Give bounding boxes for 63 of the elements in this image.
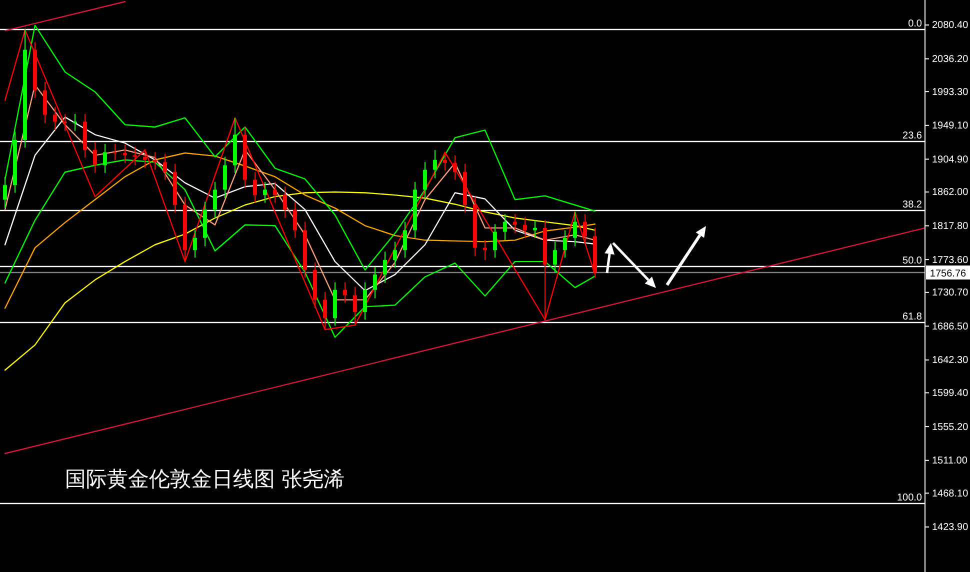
annotation: 100.0 xyxy=(896,492,922,504)
candlestick xyxy=(353,286,357,326)
candlestick xyxy=(163,153,167,180)
candlestick xyxy=(553,241,557,274)
candlestick xyxy=(93,142,97,174)
candlestick xyxy=(373,266,377,299)
candlestick xyxy=(73,114,77,132)
y-tick-label: 1904.90 xyxy=(932,154,969,166)
text: 国际黄金伦敦金日线图 张尧浠 xyxy=(65,467,345,491)
candlestick xyxy=(423,162,427,199)
ref-line-label: 1756.76 xyxy=(930,268,967,280)
candlestick xyxy=(443,152,447,172)
y-tick-label: 1599.40 xyxy=(932,388,969,399)
y-tick-label: 1862.00 xyxy=(932,187,969,198)
y-tick-label: 1730.70 xyxy=(932,288,969,299)
y-tick-label: 1817.80 xyxy=(932,220,969,232)
line-series xyxy=(4,191,596,371)
y-tick-label: 1511.00 xyxy=(932,456,968,467)
candlestick xyxy=(523,216,527,238)
candlestick xyxy=(273,182,277,204)
y-tick-label: 1642.30 xyxy=(932,355,969,366)
candlestick xyxy=(503,214,507,241)
y-tick-label: 1468.10 xyxy=(932,488,969,500)
annotation: 38.2 xyxy=(902,200,922,210)
y-tick-label: 1993.30 xyxy=(932,86,969,98)
candlestick xyxy=(513,214,517,234)
y-tick-label: 2036.20 xyxy=(932,54,969,65)
y-tick-label: 1773.60 xyxy=(932,254,969,266)
candlestick xyxy=(193,230,197,258)
y-tick-label: 2080.40 xyxy=(932,20,969,32)
line-series xyxy=(4,29,596,330)
candlestick xyxy=(563,230,567,258)
candlestick xyxy=(393,241,397,268)
candlestick xyxy=(493,224,497,258)
candlestick xyxy=(53,106,57,131)
candlestick xyxy=(213,182,217,218)
candlestick xyxy=(433,149,437,179)
y-tick-label: 1423.90 xyxy=(932,522,969,534)
y-tick-label: 1949.10 xyxy=(932,120,969,132)
candlestick xyxy=(453,154,457,180)
annotation: 23.6 xyxy=(902,130,922,142)
y-tick-label: 1686.50 xyxy=(932,321,969,332)
annotation: 61.8 xyxy=(902,312,922,322)
candlestick xyxy=(383,251,387,284)
candlestick xyxy=(133,146,137,166)
candlestick xyxy=(123,144,127,164)
candlestick xyxy=(583,214,587,244)
y-tick-label: 1555.20 xyxy=(932,422,969,433)
candlestick xyxy=(253,172,257,204)
annotation: 0.0 xyxy=(908,18,922,30)
candlestick xyxy=(143,148,147,169)
candlestick xyxy=(283,186,287,218)
line-series xyxy=(4,24,596,271)
line-series xyxy=(4,152,596,309)
candlestick xyxy=(113,143,117,162)
candlestick xyxy=(573,211,577,247)
candlestick xyxy=(343,282,347,304)
candlestick xyxy=(63,114,67,132)
annotation: 50.0 xyxy=(902,256,922,266)
candlestick xyxy=(403,221,407,258)
candlestick xyxy=(293,201,297,238)
candlestick xyxy=(363,282,367,320)
candlestick xyxy=(263,182,267,204)
